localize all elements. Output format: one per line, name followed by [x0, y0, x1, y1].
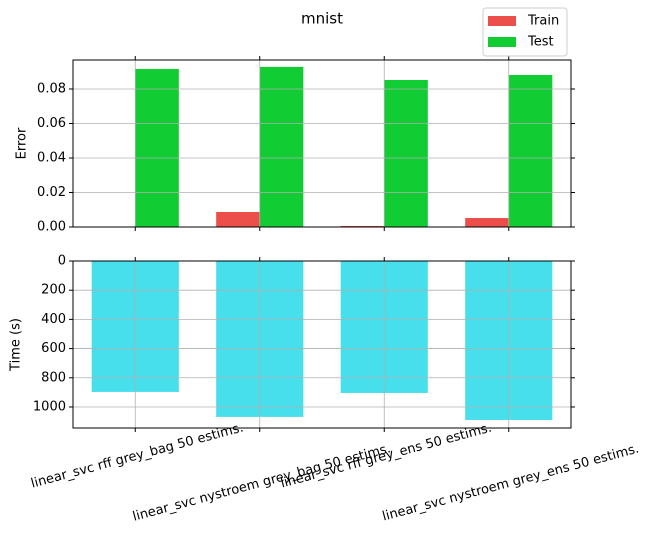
bar — [259, 66, 304, 228]
y-tick-label: 0.08 — [37, 81, 66, 96]
y-tick-label: 0.06 — [37, 116, 66, 131]
y-tick-label: 400 — [41, 312, 66, 327]
chart-title: mnist — [301, 10, 343, 28]
bar — [384, 80, 428, 228]
bar — [465, 218, 509, 227]
bar — [340, 225, 385, 227]
y-axis-label: Error — [15, 127, 30, 159]
legend-label: Train — [527, 14, 559, 29]
y-tick-label: 600 — [41, 341, 66, 356]
y-tick-label: 200 — [41, 283, 66, 298]
y-tick-label: 0.02 — [37, 185, 66, 200]
bar — [216, 211, 260, 227]
y-tick-label: 0.04 — [37, 150, 66, 165]
legend-label: Test — [527, 35, 554, 50]
axes-frame — [72, 260, 572, 429]
legend-swatch — [488, 16, 516, 26]
axes-frame — [72, 59, 572, 228]
y-tick-label: 0.00 — [37, 220, 66, 235]
y-axis-label: Time (s) — [9, 318, 24, 372]
bar — [135, 68, 179, 228]
legend-swatch — [488, 37, 516, 47]
legend: Train Test — [482, 7, 568, 57]
y-tick-label: 800 — [41, 370, 66, 385]
bar — [508, 75, 553, 227]
y-tick-label: 1000 — [33, 399, 66, 414]
y-tick-label: 0 — [58, 254, 66, 269]
